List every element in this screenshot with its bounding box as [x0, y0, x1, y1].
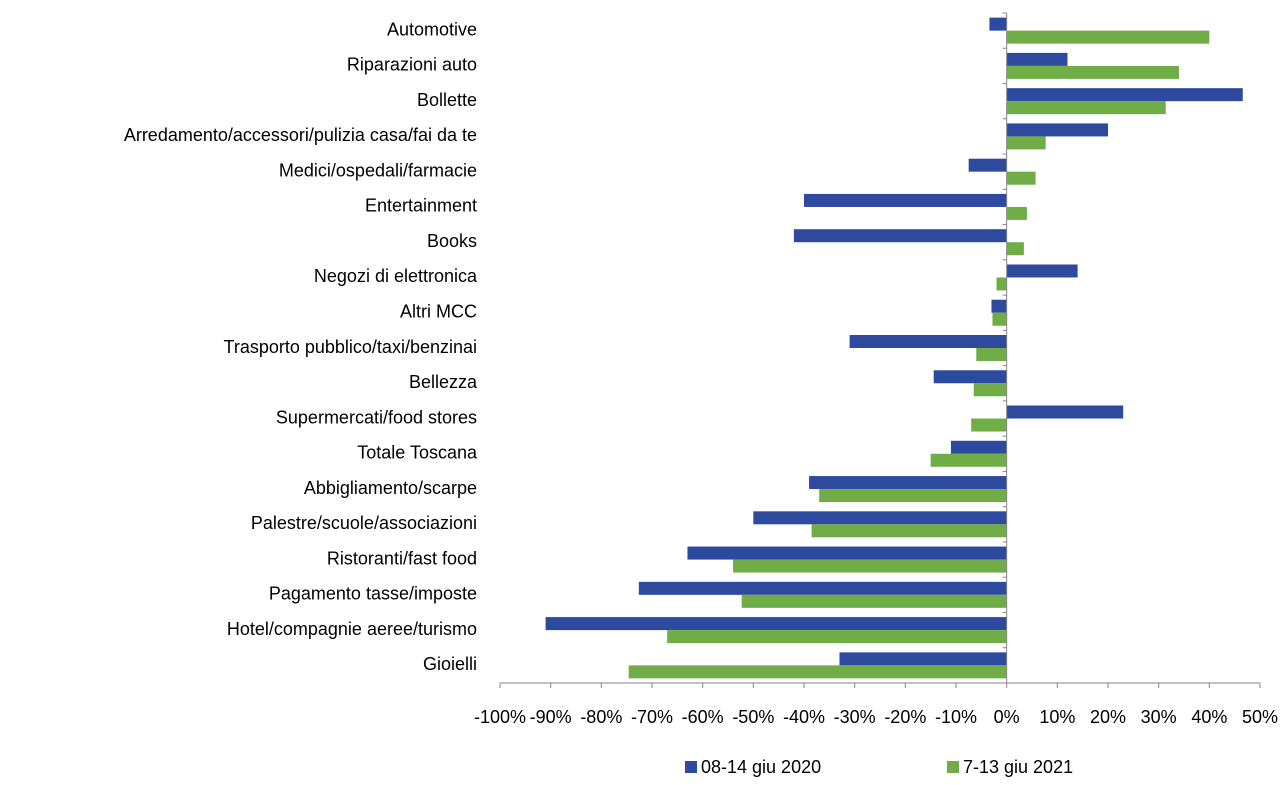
legend-label: 7-13 giu 2021 [963, 757, 1073, 777]
bar [1006, 242, 1024, 256]
bar [1006, 52, 1068, 66]
bar [1006, 405, 1124, 419]
bar [1006, 171, 1036, 185]
category-label: Ristoranti/fast food [327, 548, 477, 568]
bar [753, 511, 1007, 525]
x-tick-label: -90% [530, 707, 572, 727]
bar [809, 476, 1007, 490]
x-tick-label: -100% [474, 707, 526, 727]
bar [667, 630, 1007, 644]
bar [950, 440, 1007, 454]
category-label: Books [427, 231, 477, 251]
bar [1006, 264, 1078, 278]
category-label: Arredamento/accessori/pulizia casa/fai d… [124, 125, 477, 145]
legend-label: 08-14 giu 2020 [701, 757, 821, 777]
legend-swatch [685, 761, 697, 773]
bar [638, 581, 1007, 595]
x-tick-label: -20% [884, 707, 926, 727]
bar [1006, 206, 1027, 220]
bar [741, 594, 1007, 608]
category-label: Automotive [387, 19, 477, 39]
x-tick-label: 50% [1242, 707, 1278, 727]
x-tick-label: -30% [834, 707, 876, 727]
bar [628, 665, 1007, 679]
bar [811, 524, 1007, 538]
bar [989, 17, 1007, 31]
category-label: Totale Toscana [357, 443, 478, 463]
x-tick-label: 0% [994, 707, 1020, 727]
bar [839, 652, 1007, 666]
category-label: Supermercati/food stores [276, 407, 477, 427]
category-label: Gioielli [423, 654, 477, 674]
category-label: Hotel/compagnie aeree/turismo [227, 619, 477, 639]
x-tick-label: 20% [1090, 707, 1126, 727]
bar [733, 559, 1007, 573]
bar [996, 277, 1007, 291]
bar [1006, 88, 1243, 102]
category-label: Palestre/scuole/associazioni [251, 513, 477, 533]
bar [804, 193, 1007, 207]
category-label: Riparazioni auto [347, 55, 477, 75]
bar [545, 617, 1007, 631]
x-tick-label: 10% [1039, 707, 1075, 727]
bar [930, 453, 1007, 467]
bar [976, 348, 1007, 361]
category-label: Trasporto pubblico/taxi/benzinai [224, 337, 477, 357]
bar [1006, 136, 1046, 150]
category-label: Bollette [417, 90, 477, 110]
bar [793, 229, 1007, 243]
x-tick-label: 40% [1191, 707, 1227, 727]
category-label: Altri MCC [400, 301, 477, 321]
category-label: Medici/ospedali/farmacie [279, 160, 477, 180]
bar [1006, 65, 1179, 79]
x-tick-label: -60% [682, 707, 724, 727]
bar [849, 335, 1007, 348]
bar [687, 546, 1007, 560]
bar [819, 489, 1007, 503]
bar [1006, 101, 1166, 115]
bar [1006, 123, 1108, 137]
category-label: Entertainment [365, 196, 477, 216]
x-tick-label: -40% [783, 707, 825, 727]
x-tick-label: -80% [580, 707, 622, 727]
bar [933, 370, 1007, 384]
bar [968, 158, 1007, 172]
category-label: Negozi di elettronica [314, 266, 478, 286]
bar [971, 418, 1007, 432]
bar [1006, 30, 1210, 44]
x-tick-label: -70% [631, 707, 673, 727]
legend-swatch [947, 761, 959, 773]
category-label: Bellezza [409, 372, 478, 392]
bar [973, 383, 1007, 397]
bar [991, 299, 1007, 313]
x-tick-label: 30% [1141, 707, 1177, 727]
x-tick-label: -10% [935, 707, 977, 727]
category-label: Pagamento tasse/imposte [269, 584, 477, 604]
category-label: Abbigliamento/scarpe [304, 478, 477, 498]
bar [992, 312, 1007, 326]
x-tick-label: -50% [732, 707, 774, 727]
